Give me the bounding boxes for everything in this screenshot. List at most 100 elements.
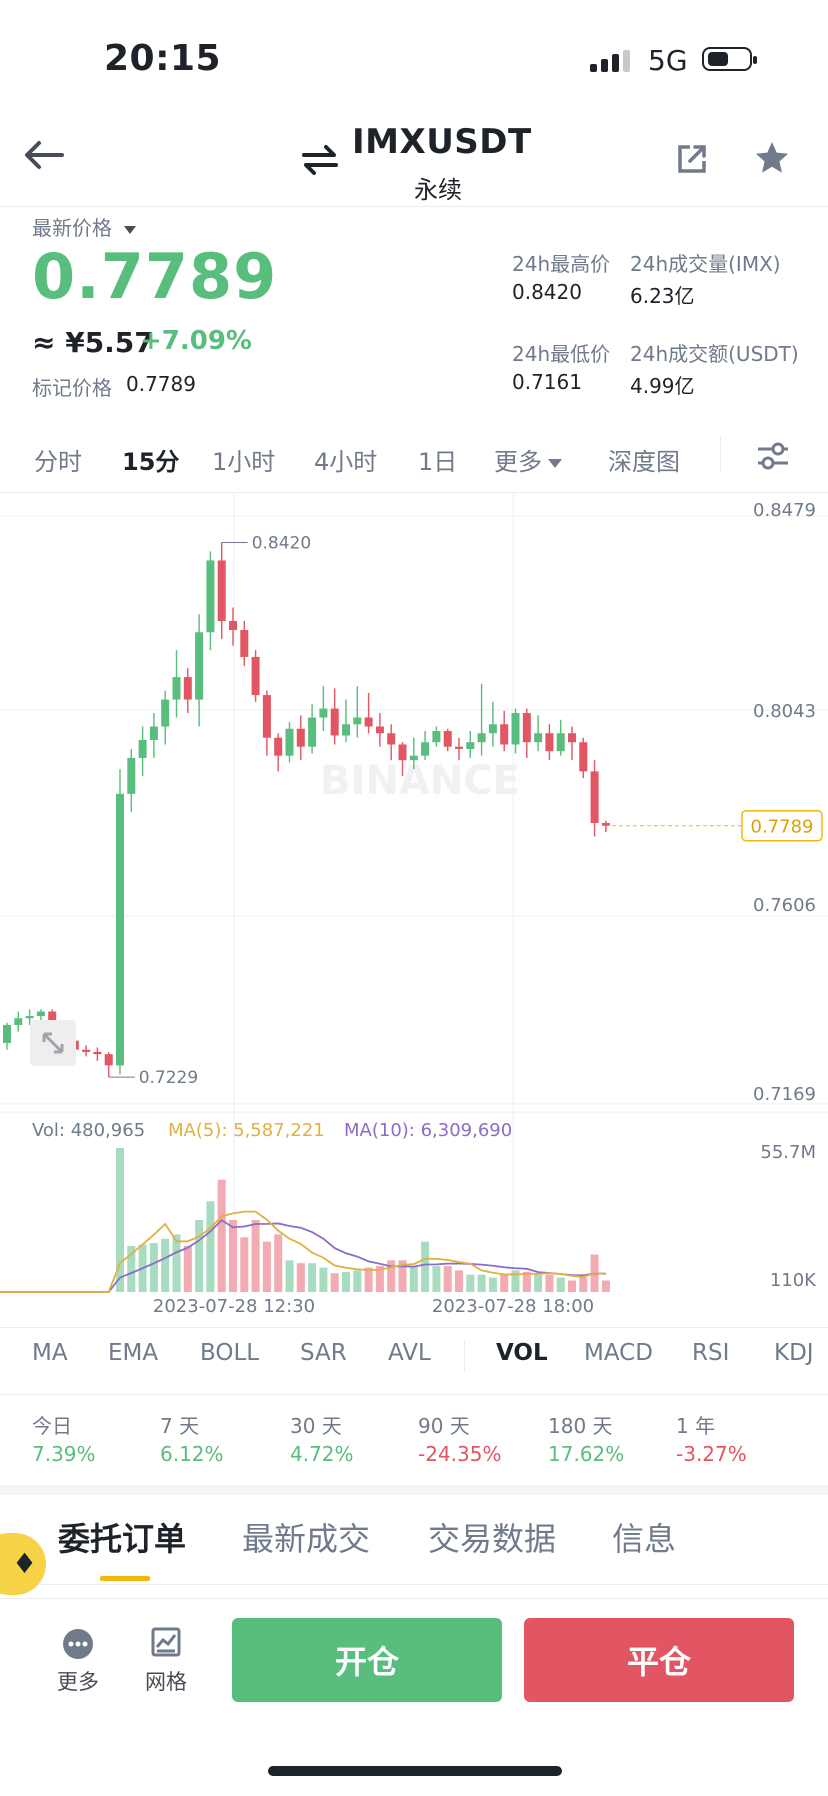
tab-4h[interactable]: 4小时 [314, 448, 378, 476]
tab-recent-trades[interactable]: 最新成交 [242, 1520, 371, 1558]
volume-bar [579, 1277, 588, 1292]
high-marker-label: 0.8420 [252, 533, 311, 553]
candle-body [387, 733, 396, 745]
candle-body [353, 717, 362, 725]
candle-body [534, 733, 543, 743]
symbol-title[interactable]: IMXUSDT [352, 122, 532, 162]
volume-bar [375, 1266, 384, 1292]
y-axis-label: 0.8479 [753, 500, 816, 521]
candle-body [342, 724, 350, 736]
tab-trading-data[interactable]: 交易数据 [428, 1520, 557, 1558]
volume-bar [240, 1237, 249, 1292]
volume-bar [545, 1274, 554, 1292]
candle-body [409, 755, 418, 761]
caret-down-icon [124, 225, 137, 234]
candle-body [206, 560, 215, 633]
volume-bar [296, 1263, 305, 1292]
volume-bar [161, 1238, 170, 1292]
candle-body [25, 1016, 34, 1019]
tab-open-orders[interactable]: 委托订单 [58, 1520, 187, 1558]
tab-1h[interactable]: 1小时 [212, 448, 276, 476]
low-marker-label: 0.7229 [139, 1068, 198, 1088]
indicator-kdj[interactable]: KDJ [774, 1340, 814, 1366]
mark-price-label: 标记价格 [32, 376, 112, 400]
x-axis-label: 2023-07-28 12:30 [153, 1296, 315, 1317]
back-arrow-icon[interactable] [22, 138, 64, 172]
grid-button[interactable]: 网格 [126, 1626, 206, 1696]
candle-body [149, 726, 158, 740]
candle-body [36, 1011, 45, 1017]
indicator-macd[interactable]: MACD [584, 1340, 653, 1366]
section-separator [0, 1485, 828, 1495]
tab-15m[interactable]: 15分 [122, 448, 180, 476]
tab-1d[interactable]: 1日 [418, 448, 458, 476]
candle-body [116, 793, 124, 1066]
indicator-ma[interactable]: MA [32, 1340, 68, 1366]
candle-body [285, 728, 294, 756]
candle-body [421, 742, 430, 756]
volume-axis-label: 110K [770, 1270, 817, 1291]
volume-bar [387, 1260, 396, 1292]
volume-bar [409, 1266, 418, 1292]
tab-more[interactable]: 更多 [494, 442, 562, 477]
volume-bar [149, 1243, 158, 1292]
candlestick-chart[interactable]: BINANCE 0.8479 0.8043 0.7606 0.7169 0.8420 0.7… [0, 492, 828, 1317]
tab-time-share[interactable]: 分时 [34, 448, 82, 476]
indicator-boll[interactable]: BOLL [200, 1340, 260, 1366]
volume-bar [319, 1267, 328, 1292]
volume-bar [229, 1220, 237, 1292]
indicator-avl[interactable]: AVL [388, 1340, 431, 1366]
volume-bar [251, 1220, 260, 1292]
tab-depth[interactable]: 深度图 [608, 448, 680, 476]
candle-body [195, 632, 204, 700]
indicator-bar: MA EMA BOLL SAR AVL VOL MACD RSI KDJ [0, 1340, 828, 1384]
candle-body [398, 744, 407, 761]
tab-info[interactable]: 信息 [612, 1520, 677, 1558]
volume-legend-ma5: MA(5): 5,587,221 [168, 1120, 325, 1141]
volume-bar [353, 1270, 362, 1292]
candle-body [48, 1011, 57, 1028]
chart-settings-icon[interactable] [756, 440, 790, 476]
candle-body [319, 708, 328, 718]
fullscreen-arrow [42, 1032, 64, 1054]
fire-icon[interactable]: ♦ [0, 1533, 46, 1595]
candle-body [556, 733, 565, 752]
watermark: BINANCE [320, 758, 520, 804]
bottom-bar-divider [0, 1598, 828, 1599]
volume-value: 6.23亿 [630, 284, 695, 308]
candle-body [545, 733, 554, 752]
volume-bar [511, 1270, 520, 1292]
perf-value: 7.39% [32, 1442, 96, 1466]
indicator-vol[interactable]: VOL [496, 1340, 548, 1366]
high-value: 0.8420 [512, 280, 582, 304]
header-divider [0, 206, 828, 207]
candle-body [522, 713, 531, 743]
contract-type: 永续 [414, 176, 462, 204]
y-axis-label: 0.8043 [753, 701, 816, 722]
swap-arrows-icon[interactable] [302, 144, 338, 176]
indicator-sar[interactable]: SAR [300, 1340, 347, 1366]
open-position-button[interactable]: 开仓 [232, 1618, 502, 1702]
order-tabs-divider [0, 1584, 828, 1585]
turnover-label: 24h成交额(USDT) [630, 342, 799, 366]
network-type: 5G [648, 44, 688, 77]
close-position-button[interactable]: 平仓 [524, 1618, 794, 1702]
candle-body [590, 771, 599, 824]
indicator-ema[interactable]: EMA [108, 1340, 159, 1366]
volume-bar [601, 1280, 610, 1292]
last-price-label[interactable]: 最新价格 [32, 212, 137, 241]
star-icon[interactable] [754, 140, 790, 176]
perf-label: 今日 [32, 1414, 72, 1438]
candle-body [568, 733, 576, 743]
tab-divider [720, 436, 721, 472]
more-button[interactable]: 更多 [38, 1628, 118, 1696]
volume-bar [466, 1274, 475, 1292]
indicator-rsi[interactable]: RSI [692, 1340, 730, 1366]
share-icon[interactable] [676, 143, 708, 175]
indicator-divider-bottom [0, 1394, 828, 1395]
cny-price: ≈ ¥5.57 [32, 326, 154, 359]
volume-bar [172, 1234, 181, 1292]
last-price-tag-label: 0.7789 [751, 817, 814, 838]
perf-label: 30 天 [290, 1414, 342, 1438]
candle-body [443, 731, 452, 747]
